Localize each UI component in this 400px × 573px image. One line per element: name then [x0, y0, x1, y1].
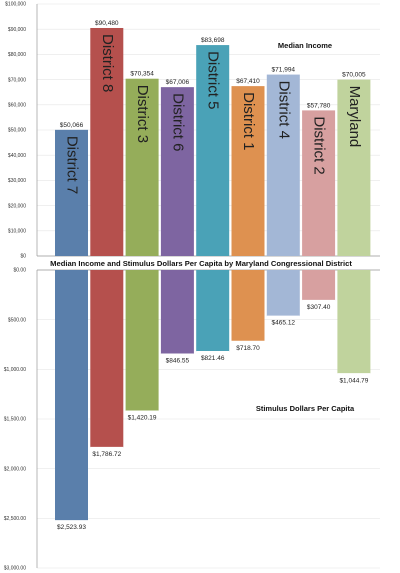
top-bar [125, 78, 159, 256]
top-data-label: $70,354 [130, 71, 154, 78]
top-bar-category-label: Maryland [346, 86, 363, 148]
top-panel-title: Median Income [278, 41, 332, 50]
bottom-panel-title: Stimulus Dollars Per Capita [256, 404, 355, 413]
top-bar [196, 45, 230, 256]
top-data-label: $67,410 [236, 78, 260, 85]
bottom-y-tick-label: $2,500.00 [4, 516, 26, 522]
top-bar [90, 27, 124, 256]
bottom-bar [231, 270, 265, 342]
bottom-bar [55, 270, 88, 521]
top-data-label: $50,066 [60, 122, 84, 129]
top-data-label: $83,698 [201, 37, 225, 44]
bottom-y-tick-label: $1,500.00 [4, 417, 26, 423]
top-bar [302, 110, 336, 256]
top-y-tick-label: $60,000 [8, 103, 26, 109]
bottom-data-label: $307.40 [307, 304, 331, 311]
bottom-y-tick-label: $500.00 [8, 317, 26, 323]
top-data-label: $90,480 [95, 20, 119, 27]
top-bar-category-label: District 5 [205, 51, 222, 109]
chart-title: Median Income and Stimulus Dollars Per C… [50, 259, 352, 268]
bottom-y-tick-label: $2,000.00 [4, 466, 26, 472]
bottom-data-label: $1,044.79 [339, 377, 368, 384]
bottom-data-label: $1,786.72 [92, 451, 121, 458]
top-y-tick-label: $70,000 [8, 77, 26, 83]
top-bar-category-label: District 2 [311, 116, 328, 174]
bottom-bar [125, 270, 159, 412]
bottom-data-label: $718.70 [236, 345, 260, 352]
top-bar [231, 86, 265, 256]
top-bar [55, 129, 88, 256]
top-bar [337, 79, 371, 256]
bottom-data-label: $846.55 [166, 358, 190, 365]
bottom-data-label: $2,523.93 [57, 524, 86, 531]
top-y-tick-label: $20,000 [8, 203, 26, 209]
top-y-tick-label: $80,000 [8, 52, 26, 58]
bottom-y-tick-label: $1,000.00 [4, 367, 26, 373]
top-bar-category-label: District 1 [240, 92, 257, 150]
top-bar-category-label: District 7 [64, 136, 81, 194]
top-data-label: $57,780 [307, 102, 331, 109]
top-data-label: $67,006 [166, 79, 190, 86]
bottom-data-label: $465.12 [272, 320, 296, 327]
bottom-bar [266, 270, 300, 317]
top-y-tick-label: $10,000 [8, 229, 26, 235]
bottom-y-tick-label: $0.00 [13, 268, 26, 274]
top-y-tick-label: $50,000 [8, 128, 26, 134]
bottom-data-label: $821.46 [201, 355, 225, 362]
bottom-bar [302, 270, 336, 301]
bottom-bar [196, 270, 230, 352]
top-y-tick-label: $100,000 [5, 2, 26, 8]
top-y-tick-label: $90,000 [8, 27, 26, 33]
top-data-label: $71,994 [272, 67, 296, 74]
bottom-bar [90, 270, 124, 448]
top-bar-category-label: District 3 [134, 85, 151, 143]
bottom-bar [337, 270, 371, 374]
top-data-label: $70,005 [342, 72, 366, 79]
bottom-bar [160, 270, 194, 355]
bottom-data-label: $1,420.19 [128, 415, 157, 422]
top-y-tick-label: $0 [20, 254, 26, 260]
top-bar-category-label: District 6 [169, 93, 186, 151]
top-y-tick-label: $30,000 [8, 178, 26, 184]
top-y-tick-label: $40,000 [8, 153, 26, 159]
top-bar-category-label: District 8 [99, 34, 116, 92]
top-bar-category-label: District 4 [275, 81, 292, 139]
top-bar [266, 74, 300, 256]
bottom-y-tick-label: $3,000.00 [4, 566, 26, 572]
top-bar [160, 87, 194, 256]
